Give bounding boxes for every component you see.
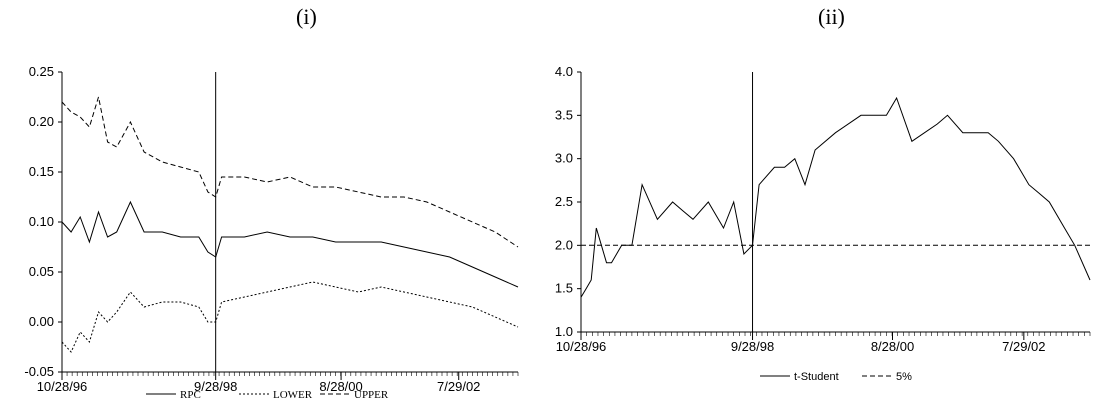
- y-tick-label-1-1: 3.5: [555, 107, 573, 122]
- y-tick-label-1-5: 1.5: [555, 281, 573, 296]
- y-tick-label-0-1: 0.20: [29, 114, 54, 129]
- panel-label-i: (i): [296, 4, 317, 29]
- y-tick-label-0-3: 0.10: [29, 214, 54, 229]
- y-tick-label-1-2: 3.0: [555, 151, 573, 166]
- y-tick-label-0-2: 0.15: [29, 164, 54, 179]
- y-tick-label-0-5: 0.00: [29, 314, 54, 329]
- y-tick-label-1-3: 2.5: [555, 194, 573, 209]
- y-tick-label-1-6: 1.0: [555, 324, 573, 339]
- x-tick-label-1-3: 7/29/02: [1002, 339, 1045, 354]
- y-tick-label-0-0: 0.25: [29, 64, 54, 79]
- series-line-0-upper: [61, 96, 519, 248]
- x-tick-label-0-2: 8/28/00: [319, 379, 362, 394]
- legend-label-0-1: LOWER: [273, 389, 313, 401]
- legend-label-1-0: t-Student: [794, 371, 839, 383]
- x-tick-label-1-0: 10/28/96: [556, 339, 607, 354]
- x-tick-label-1-1: 9/28/98: [731, 339, 774, 354]
- x-tick-label-0-3: 7/29/02: [437, 379, 480, 394]
- series-line-1-t-student: [580, 96, 1091, 298]
- y-tick-label-0-6: -0.05: [24, 364, 54, 379]
- y-tick-label-1-0: 4.0: [555, 64, 573, 79]
- series-line-0-rpc: [61, 200, 519, 288]
- series-line-0-lower: [61, 281, 519, 353]
- legend-label-0-0: RPC: [180, 389, 201, 401]
- legend-label-0-2: UPPER: [354, 389, 389, 401]
- y-tick-label-0-4: 0.05: [29, 264, 54, 279]
- panel-label-ii: (ii): [818, 4, 845, 29]
- legend-label-1-1: 5%: [896, 371, 912, 383]
- x-tick-label-0-0: 10/28/96: [37, 379, 88, 394]
- x-tick-label-0-1: 9/28/98: [194, 379, 237, 394]
- y-tick-label-1-4: 2.0: [555, 237, 573, 252]
- x-tick-label-1-2: 8/28/00: [871, 339, 914, 354]
